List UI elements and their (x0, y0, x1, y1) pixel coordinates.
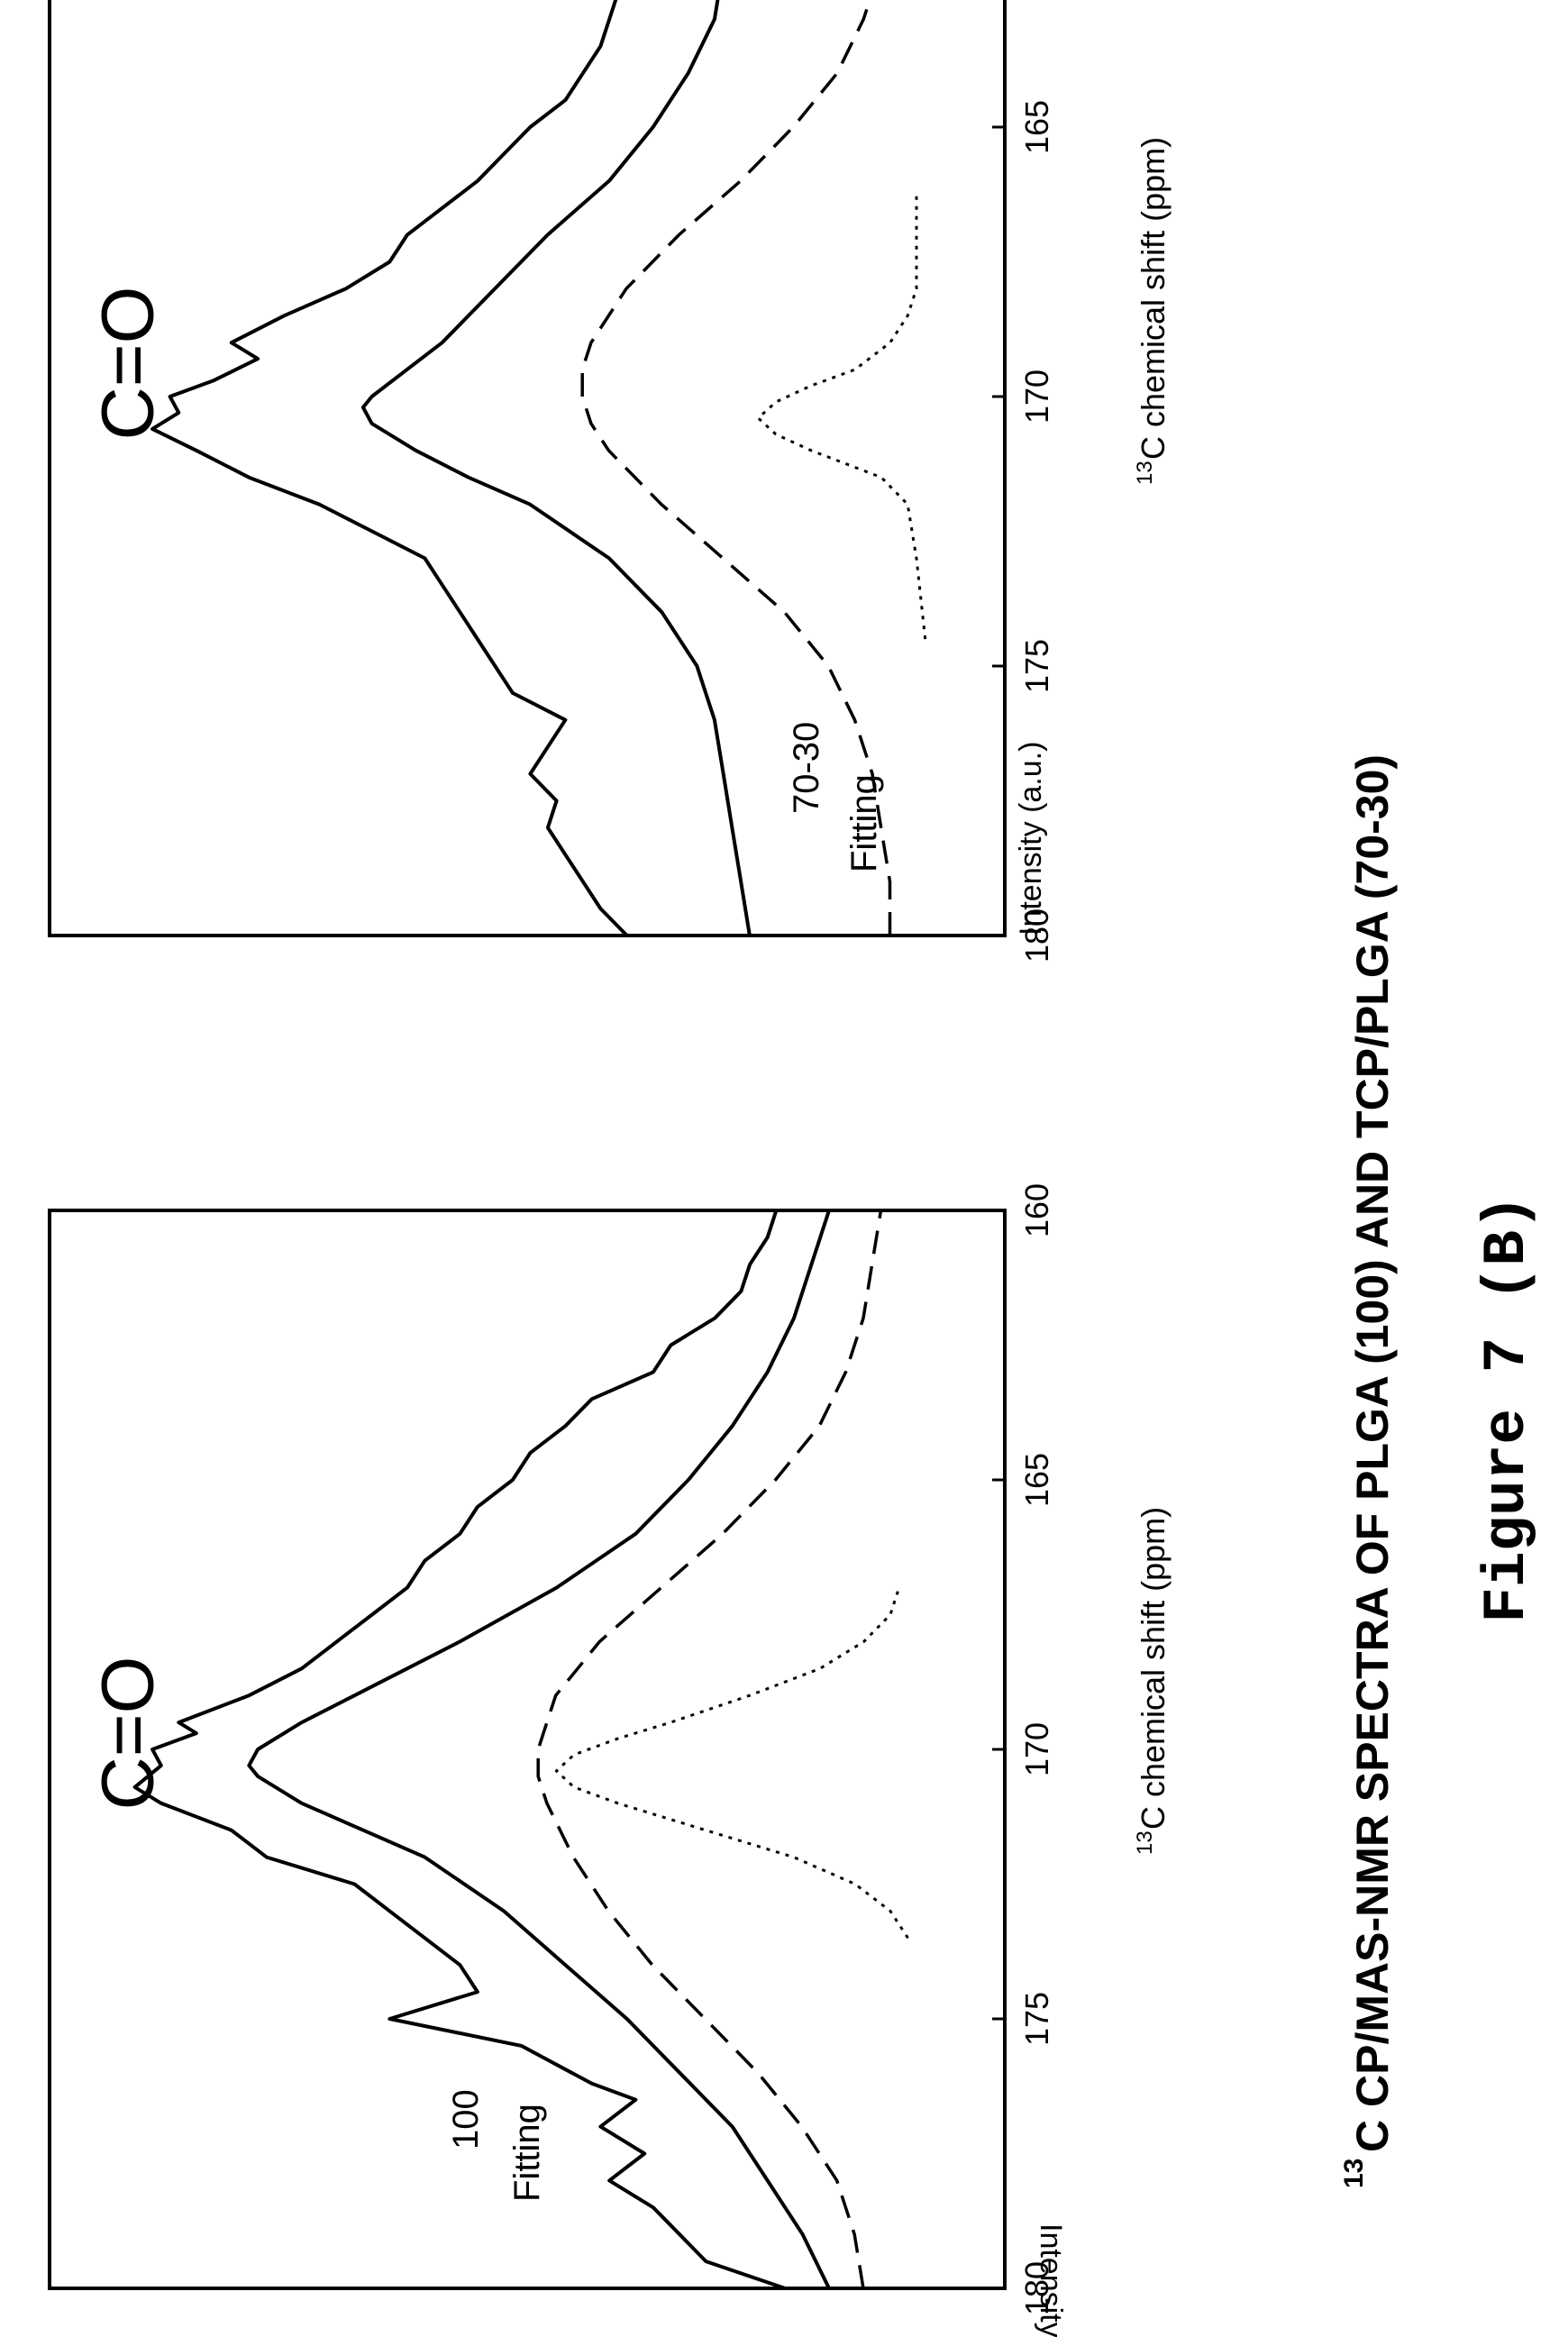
x-tick-label: 175 (1018, 639, 1055, 693)
x-tick-label: 165 (1018, 100, 1055, 154)
x-axis-label: 13 C chemical shift (ppm) (1133, 137, 1171, 485)
x-tick-label: 160 (1018, 1183, 1055, 1237)
figure-label: Figure 7 (B) (1473, 1194, 1541, 1622)
series-line-2 (580, 0, 892, 936)
y-axis-label: Intensity (a.u.) (1034, 2223, 1068, 2337)
series-line-1 (247, 1210, 831, 2289)
series-layer (132, 1210, 909, 2290)
x-tick-label: 170 (1018, 370, 1055, 424)
series-layer (150, 0, 927, 937)
x-tick-label: 180 (1018, 2261, 1055, 2315)
series-line-3 (756, 191, 927, 640)
figure-caption: 13 C CP/MAS-NMR SPECTRA OF PLGA (100) AN… (1339, 754, 1541, 2188)
series-label-100: 100 (446, 2089, 486, 2150)
caption-sup: 13 (1339, 2159, 1369, 2188)
y-axis-label: Intensity (a.u.) (1014, 742, 1048, 936)
annotation-c-o: C=O (87, 1657, 169, 1811)
series-line-2 (536, 1210, 883, 2289)
series-label-fitting: Fitting (507, 2104, 547, 2202)
series-label-70-30: 70-30 (787, 722, 826, 814)
chart-panel-plga-100: 180 175 170 165 160 C=O 100 Fitting Intensit… (48, 1183, 1171, 2337)
series-line-0 (150, 0, 655, 937)
x-axis-label-sup: 13 (1133, 461, 1157, 485)
x-tick-label: 165 (1018, 1453, 1055, 1507)
x-axis-label: 13 C chemical shift (ppm) (1133, 1507, 1171, 1855)
series-line-1 (360, 0, 752, 936)
x-axis-label-text: C chemical shift (ppm) (1135, 137, 1171, 460)
x-axis-label-sup: 13 (1133, 1830, 1157, 1855)
caption-title: C CP/MAS-NMR SPECTRA OF PLGA (100) AND T… (1347, 754, 1398, 2152)
x-tick-label: 180 (1018, 908, 1055, 963)
series-line-3 (554, 1587, 909, 1940)
annotation-c-o: C=O (87, 287, 169, 441)
series-line-0 (132, 1210, 786, 2290)
x-tick-label: 170 (1018, 1722, 1055, 1776)
series-label-fitting: Fitting (844, 774, 884, 872)
x-tick-layer: 180 175 170 165 160 (992, 1183, 1055, 2315)
x-axis-label-text: C chemical shift (ppm) (1135, 1507, 1171, 1830)
x-tick-label: 175 (1018, 1992, 1055, 2046)
